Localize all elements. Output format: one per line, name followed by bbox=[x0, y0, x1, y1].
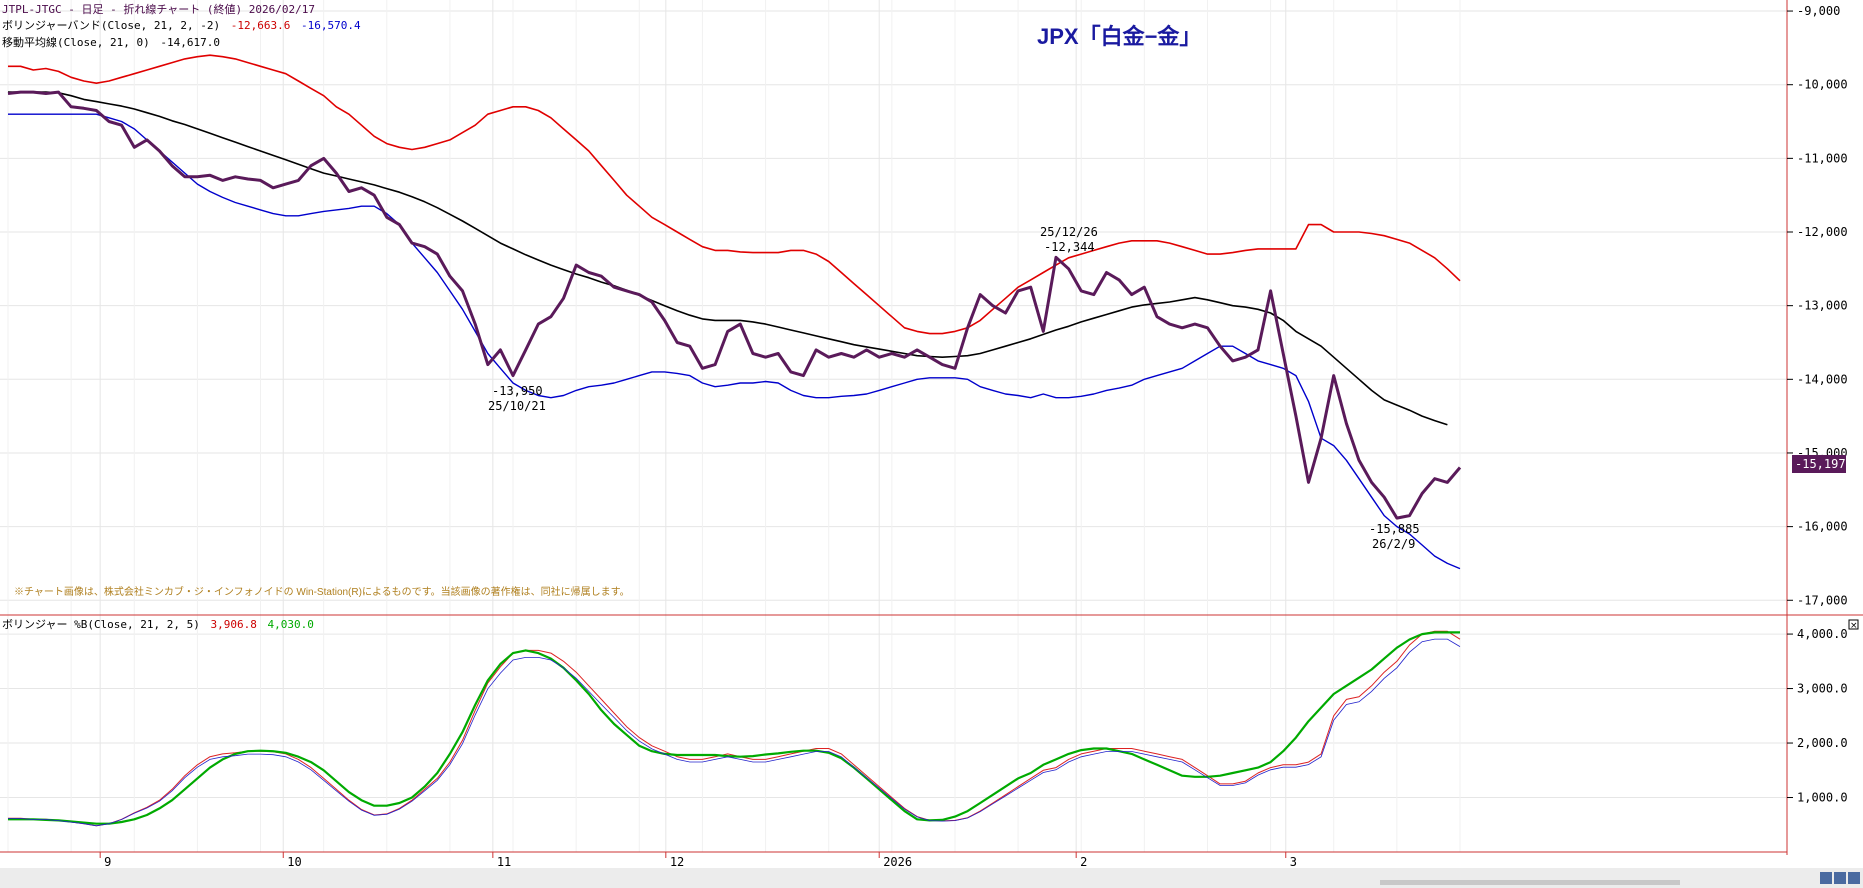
bb-lower-value: -16,570.4 bbox=[301, 19, 361, 32]
y-tick-label: -16,000 bbox=[1797, 520, 1848, 534]
last-price-value: -15,197 bbox=[1795, 457, 1846, 471]
y-tick-label: -10,000 bbox=[1797, 78, 1848, 92]
series-price bbox=[7, 90, 1462, 520]
x-tick-label: 10 bbox=[287, 855, 301, 869]
bb-upper-value: -12,663.6 bbox=[231, 19, 291, 32]
y-tick-label-lower: 2,000.0 bbox=[1797, 736, 1848, 750]
zoom-in-icon[interactable] bbox=[1820, 872, 1832, 884]
low1-value-label: -13,950 bbox=[492, 384, 543, 398]
series-lower-band bbox=[8, 113, 1461, 570]
pctb-value-1: 3,906.8 bbox=[211, 618, 257, 631]
y-axis-ticks: -9,000 -10,000 -11,000 -12,000 -13,000 -14,00… bbox=[1787, 4, 1848, 805]
panel-close-glyph: × bbox=[1850, 621, 1858, 631]
scrollbar-thumb[interactable] bbox=[1380, 880, 1680, 885]
copyright-note: ※チャート画像は、株式会社ミンカブ・ジ・インフォノイドの Win-Station… bbox=[14, 585, 630, 598]
x-tick-label: 3 bbox=[1290, 855, 1297, 869]
x-axis-ticks: 9 10 11 12 2026 2 3 bbox=[99, 852, 1297, 869]
last-price-badge bbox=[1792, 455, 1846, 473]
ma-label: 移動平均線(Close, 21, 0) bbox=[2, 35, 150, 49]
x-tick-label: 11 bbox=[497, 855, 511, 869]
fit-view-icon[interactable] bbox=[1848, 872, 1860, 884]
high-date-label: 25/12/26 bbox=[1040, 225, 1098, 239]
chart-header-line1: JTPL-JTGC - 日足 - 折れ線チャート (終値) 2026/02/17 bbox=[2, 2, 315, 16]
y-tick-label: -9,000 bbox=[1797, 4, 1840, 18]
x-tick-label: 12 bbox=[670, 855, 684, 869]
high-value-label: -12,344 bbox=[1044, 240, 1095, 254]
y-tick-label-lower: 4,000.0 bbox=[1797, 627, 1848, 641]
y-tick-label: -17,000 bbox=[1797, 593, 1848, 607]
y-tick-label: -13,000 bbox=[1797, 299, 1848, 313]
upper-panel-series bbox=[7, 54, 1462, 570]
ma-value: -14,617.0 bbox=[160, 36, 220, 49]
series-moving-average bbox=[8, 91, 1448, 426]
y-tick-label-lower: 3,000.0 bbox=[1797, 682, 1848, 696]
y-tick-label: -12,000 bbox=[1797, 225, 1848, 239]
series-pctb-secondary bbox=[8, 638, 1461, 827]
x-tick-label: 9 bbox=[104, 855, 111, 869]
bb-label: ボリンジャーバンド(Close, 21, 2, -2) bbox=[2, 19, 220, 32]
zoom-out-icon[interactable] bbox=[1834, 872, 1846, 884]
pctb-label: ボリンジャー %B(Close, 21, 2, 5) bbox=[2, 618, 200, 631]
low1-date-label: 25/10/21 bbox=[488, 399, 546, 413]
y-tick-label: -14,000 bbox=[1797, 372, 1848, 386]
panel-close-icon[interactable] bbox=[1848, 619, 1859, 630]
bb-legend: ボリンジャーバンド(Close, 21, 2, -2) -12,663.6 -1… bbox=[2, 19, 361, 32]
y-tick-label-lower: 1,000.0 bbox=[1797, 791, 1848, 805]
series-upper-band bbox=[8, 54, 1461, 335]
pctb-legend: ボリンジャー %B(Close, 21, 2, 5) 3,906.8 4,030… bbox=[2, 618, 314, 631]
y-tick-label: -11,000 bbox=[1797, 151, 1848, 165]
low2-value-label: -15,885 bbox=[1369, 522, 1420, 536]
low2-date-label: 26/2/9 bbox=[1372, 537, 1415, 551]
series-pctb-slow bbox=[8, 631, 1460, 825]
ma-legend: 移動平均線(Close, 21, 0) -14,617.0 bbox=[2, 35, 220, 49]
grid-lines bbox=[0, 0, 1787, 852]
x-tick-label: 2026 bbox=[883, 855, 912, 869]
pctb-value-2: 4,030.0 bbox=[268, 618, 314, 631]
lower-panel-series bbox=[8, 630, 1461, 827]
x-tick-label: 2 bbox=[1080, 855, 1087, 869]
chart-title: JPX「白金−金」 bbox=[1037, 24, 1201, 49]
